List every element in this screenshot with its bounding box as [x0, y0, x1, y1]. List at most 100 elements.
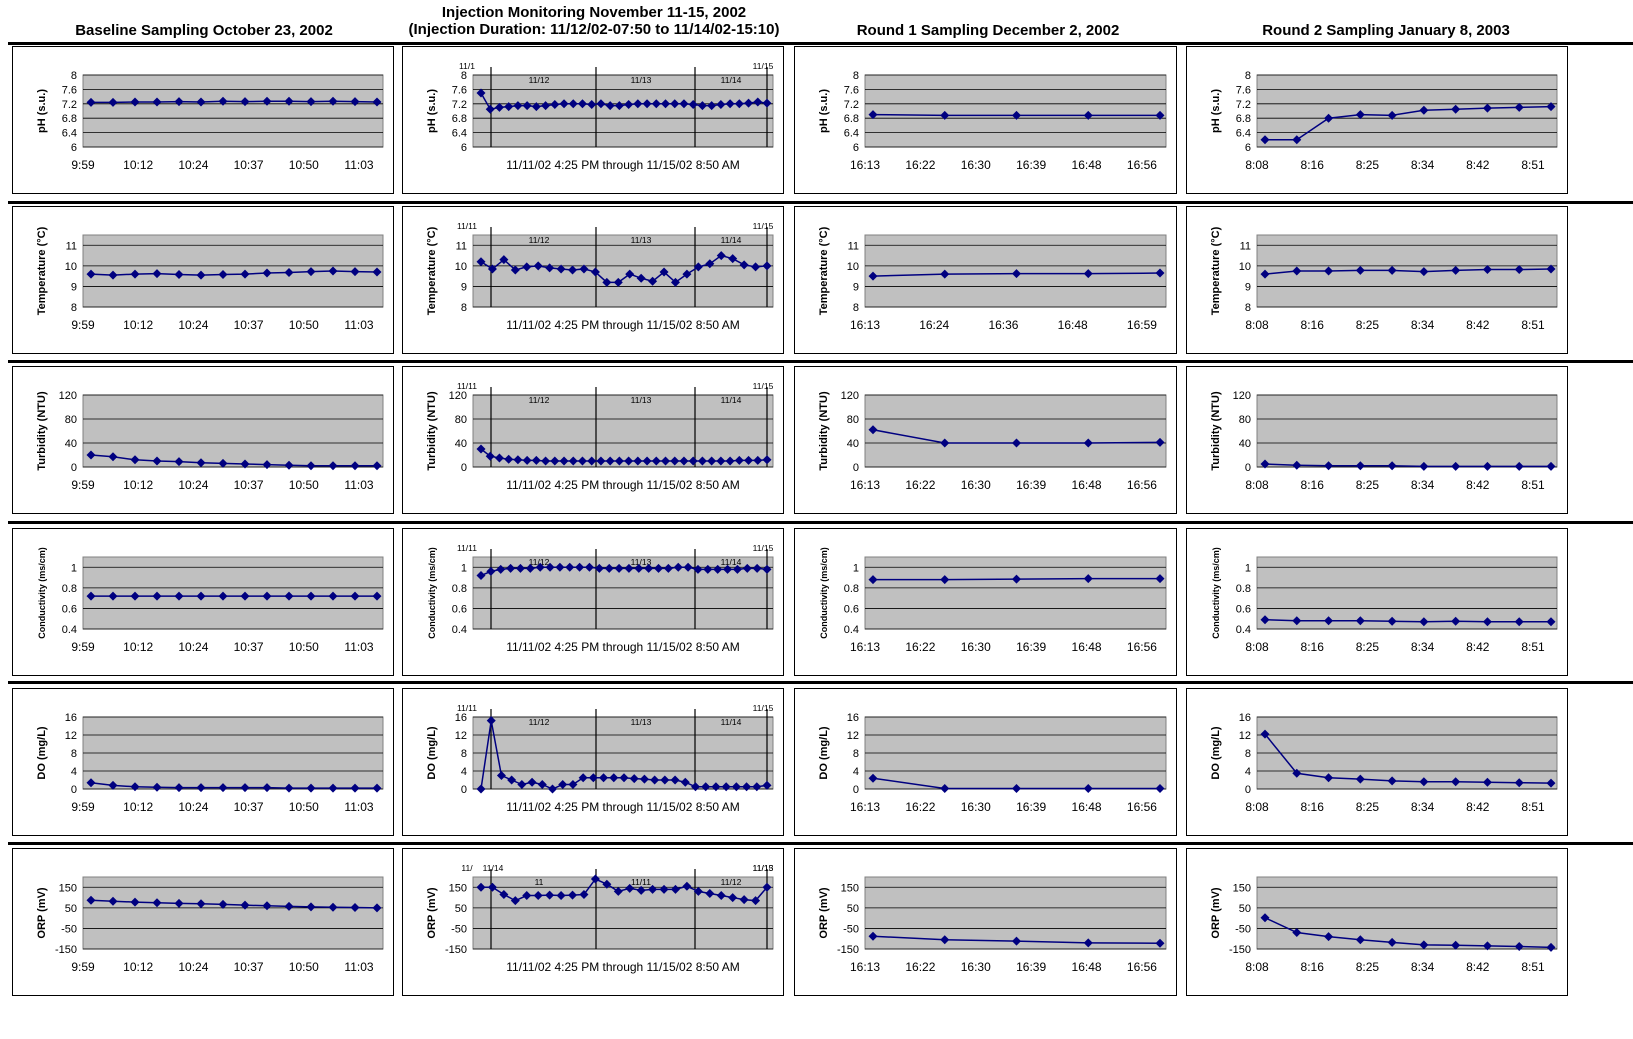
data-point — [284, 267, 294, 277]
data-point — [636, 885, 646, 895]
data-point — [596, 456, 606, 466]
plot-area — [1256, 556, 1558, 630]
x-tick-label: 8:42 — [1466, 960, 1490, 974]
data-point — [868, 575, 878, 585]
data-point — [1012, 574, 1021, 584]
data-point — [670, 277, 680, 287]
data-point — [196, 899, 206, 909]
x-tick-label: 16:30 — [961, 960, 991, 974]
y-tick-label: 8 — [461, 748, 467, 760]
y-tick-label: 0 — [71, 462, 77, 474]
data-point — [940, 575, 950, 585]
x-tick-label: 8:25 — [1356, 640, 1380, 654]
chart-panel: 1 0.8 0.6 0.4 Conductivity (ms/cm) 8:08 8:16 8:… — [1186, 528, 1568, 676]
y-axis-label: DO (mg/L) — [1210, 726, 1222, 779]
data-point — [868, 110, 878, 120]
data-point — [1355, 265, 1365, 275]
y-tick-label: 7.2 — [844, 99, 859, 111]
data-point — [559, 99, 569, 109]
y-tick-label: 120 — [1233, 390, 1251, 402]
data-point — [515, 563, 525, 573]
data-point — [152, 898, 162, 908]
chart-panel: 11 10 9 8 Temperature (°C) 8:08 8:16 8:25 8:34 8:… — [1186, 206, 1568, 354]
y-tick-label: 16 — [455, 712, 467, 724]
day-label: 11/14 — [721, 235, 742, 245]
data-point — [625, 883, 635, 893]
data-point — [218, 269, 228, 279]
data-point — [723, 564, 733, 574]
data-point — [679, 456, 689, 466]
y-axis-label: ORP (mV) — [818, 887, 830, 938]
data-point — [533, 891, 543, 901]
data-point — [614, 101, 624, 111]
chart-svg: 8 7.6 7.2 6.8 6.4 6 pH (s.u.) 8:08 8:16 8:25 8:34 8… — [1210, 70, 1558, 172]
data-point — [602, 879, 612, 889]
y-tick-label: 6.4 — [452, 128, 467, 140]
y-tick-label: 8 — [1245, 302, 1251, 314]
data-point — [648, 884, 658, 894]
data-point — [742, 782, 752, 792]
data-point — [550, 100, 560, 110]
y-tick-label: 10 — [847, 261, 859, 273]
y-axis-label: ORP (mV) — [1210, 887, 1222, 938]
data-point — [721, 782, 731, 792]
series-line — [1265, 105, 1552, 141]
data-point — [575, 562, 585, 572]
data-point — [496, 564, 506, 574]
x-tick-label: 16:22 — [905, 960, 935, 974]
chart-svg: 11 10 9 8 Temperature (°C) 11/11/02 4:25 PM t… — [426, 221, 774, 332]
data-point — [716, 100, 726, 110]
data-point — [504, 102, 514, 112]
x-tick-label: 8:51 — [1521, 318, 1545, 332]
chart-svg: 11 10 9 8 Temperature (°C) 9:59 10:12 10:24 10:3… — [36, 226, 384, 332]
data-point — [1514, 461, 1524, 471]
y-tick-label: 6.8 — [62, 113, 77, 125]
data-point — [513, 101, 523, 111]
y-tick-label: 0 — [853, 784, 859, 796]
chart-svg: 120 80 40 0 Turbidity (NTU) 8:08 8:16 8:25 8:34 8… — [1210, 390, 1558, 492]
day-label: 11/14 — [721, 717, 742, 727]
data-point — [174, 591, 184, 601]
data-point — [670, 775, 680, 785]
y-tick-label: 7.6 — [844, 84, 859, 96]
data-point — [614, 456, 624, 466]
x-tick-label: 10:24 — [178, 640, 208, 654]
data-point — [1355, 110, 1365, 120]
x-tick-label: 8:16 — [1301, 318, 1325, 332]
data-point — [240, 900, 250, 910]
y-tick-label: 8 — [71, 302, 77, 314]
chart-panel: 8 7.6 7.2 6.8 6.4 6 pH (s.u.) 8:08 8:16 8:25 8:34 8… — [1186, 46, 1568, 194]
y-tick-label: 150 — [841, 882, 859, 894]
data-point — [703, 564, 713, 574]
data-point — [762, 455, 772, 465]
day-label: 11/15 — [753, 703, 774, 713]
row-divider — [8, 42, 1633, 45]
y-tick-label: -150 — [55, 944, 77, 956]
data-point — [494, 102, 504, 112]
data-point — [578, 773, 588, 783]
x-tick-label: 16:30 — [961, 800, 991, 814]
y-tick-label: -50 — [61, 923, 77, 935]
plot-area — [472, 876, 774, 950]
data-point — [240, 269, 250, 279]
day-label: 11/14 — [483, 863, 504, 873]
data-point — [650, 775, 660, 785]
data-point — [1355, 616, 1365, 626]
y-tick-label: 12 — [847, 730, 859, 742]
x-tick-label: 10:50 — [289, 640, 319, 654]
data-point — [568, 890, 578, 900]
data-point — [1514, 265, 1524, 275]
y-tick-label: 0.8 — [1236, 583, 1251, 595]
y-tick-label: 8 — [1245, 70, 1251, 82]
data-point — [660, 775, 670, 785]
y-tick-label: 50 — [455, 903, 467, 915]
day-label: 11/13 — [631, 235, 652, 245]
y-tick-label: 1 — [853, 562, 859, 574]
x-tick-label: 16:59 — [1127, 318, 1157, 332]
x-axis-label: 11/11/02 4:25 PM through 11/15/02 8:50 A… — [506, 800, 740, 814]
y-tick-label: 0.6 — [844, 603, 859, 615]
data-point — [752, 782, 762, 792]
data-point — [541, 101, 551, 111]
data-point — [613, 277, 623, 287]
data-point — [485, 451, 495, 461]
